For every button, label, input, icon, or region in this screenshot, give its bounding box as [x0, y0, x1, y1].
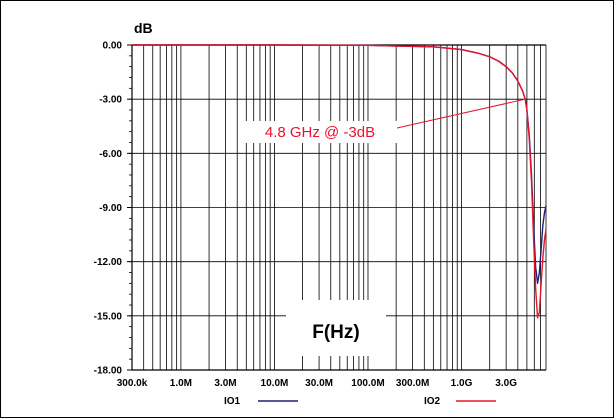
y-tick-label: -18.00	[94, 366, 123, 377]
grid-lines	[131, 44, 547, 371]
x-tick-label: 100.0M	[351, 378, 384, 389]
series-line-io2	[132, 44, 547, 319]
x-tick-label: 30.0M	[305, 378, 333, 389]
x-tick-labels: 300.0k 1.0M 3.0M 10.0M 30.0M 100.0M 300.0M 1.0G…	[117, 378, 518, 389]
legend-label-io1: IO1	[224, 396, 241, 407]
x-tick-label: 1.0M	[170, 378, 192, 389]
y-tick-label: -6.00	[99, 149, 122, 160]
x-axis-label-box	[286, 300, 386, 356]
y-tick-label: -15.00	[94, 311, 123, 322]
annotation-text: 4.8 GHz @ -3dB	[265, 124, 375, 141]
legend-label-io2: IO2	[424, 396, 441, 407]
y-axis-label: dB	[134, 20, 153, 36]
y-tick-label: -3.00	[99, 95, 122, 106]
x-tick-label: 3.0M	[214, 378, 236, 389]
annotation-box	[243, 121, 397, 143]
x-tick-label: 3.0G	[495, 378, 517, 389]
x-tick-label: 300.0k	[117, 378, 148, 389]
x-axis-label: F(Hz)	[312, 322, 359, 343]
x-tick-label: 1.0G	[451, 378, 473, 389]
annotation-leader-line	[396, 98, 526, 129]
y-tick-labels: 0.00 -3.00 -6.00 -9.00 -12.00 -15.00 -18.00	[94, 41, 132, 377]
series-lines	[132, 44, 547, 319]
y-tick-label: -12.00	[94, 257, 123, 268]
y-tick-label: -9.00	[99, 203, 122, 214]
x-tick-label: 300.0M	[396, 378, 429, 389]
x-tick-label: 10.0M	[261, 378, 289, 389]
y-tick-label: 0.00	[103, 41, 123, 52]
